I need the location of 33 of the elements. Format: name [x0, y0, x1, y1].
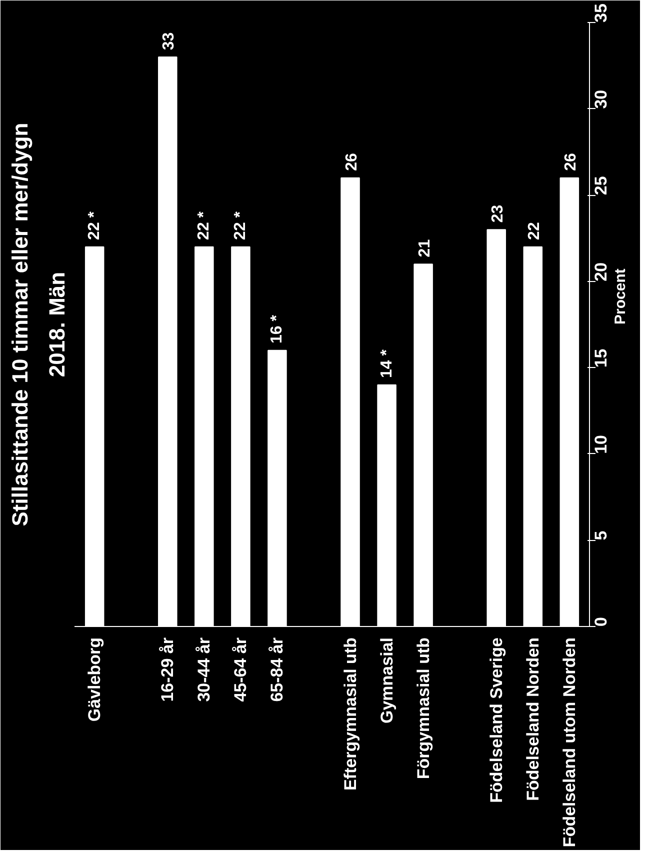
data-label: 22 *: [232, 210, 250, 240]
y-tick-label: 25: [592, 176, 610, 196]
y-axis-title: Procent: [612, 268, 629, 324]
y-tick-label: 5: [592, 530, 610, 540]
x-tick-label: Födelseland Norden: [523, 637, 542, 801]
x-tick-label: 30-44 år: [194, 637, 214, 702]
y-tick-label: 35: [592, 4, 610, 22]
data-label: 22 *: [86, 210, 104, 240]
data-label: 26: [562, 153, 580, 171]
x-tick-label: Eftergymnasial utb: [340, 637, 360, 791]
x-tick-label: 45-64 år: [231, 637, 250, 702]
x-tick-label: 65-84 år: [268, 637, 287, 702]
data-label: 21: [416, 239, 434, 258]
data-label: 23: [489, 204, 506, 223]
text: Stillasittande 10 timmar eller mer/dygn: [8, 122, 32, 526]
data-label: 14 *: [378, 348, 396, 378]
x-tick-label: Gävleborg: [85, 637, 104, 722]
data-label: 22 *: [196, 210, 213, 240]
y-tick-label: 30: [592, 90, 610, 109]
x-tick-label: Förgymnasial utb: [414, 638, 433, 780]
y-tick-label: 20: [592, 262, 610, 282]
y-tick-label: 0: [592, 617, 610, 626]
y-tick-label: 10: [592, 435, 610, 454]
data-label: 26: [343, 153, 360, 171]
x-tick-label: 16-29 år: [158, 637, 178, 702]
y-tick-label: 15: [592, 348, 610, 368]
x-tick-label: Gymnasial: [377, 637, 396, 724]
x-tick-label: Födelseland utom Norden: [560, 637, 579, 848]
data-label: 22: [526, 222, 543, 240]
x-tick-label: Födelseland Sverige: [486, 637, 506, 803]
data-label: 16 *: [268, 314, 286, 344]
text: 2018. Män: [44, 272, 70, 378]
data-label: 33: [160, 32, 178, 50]
